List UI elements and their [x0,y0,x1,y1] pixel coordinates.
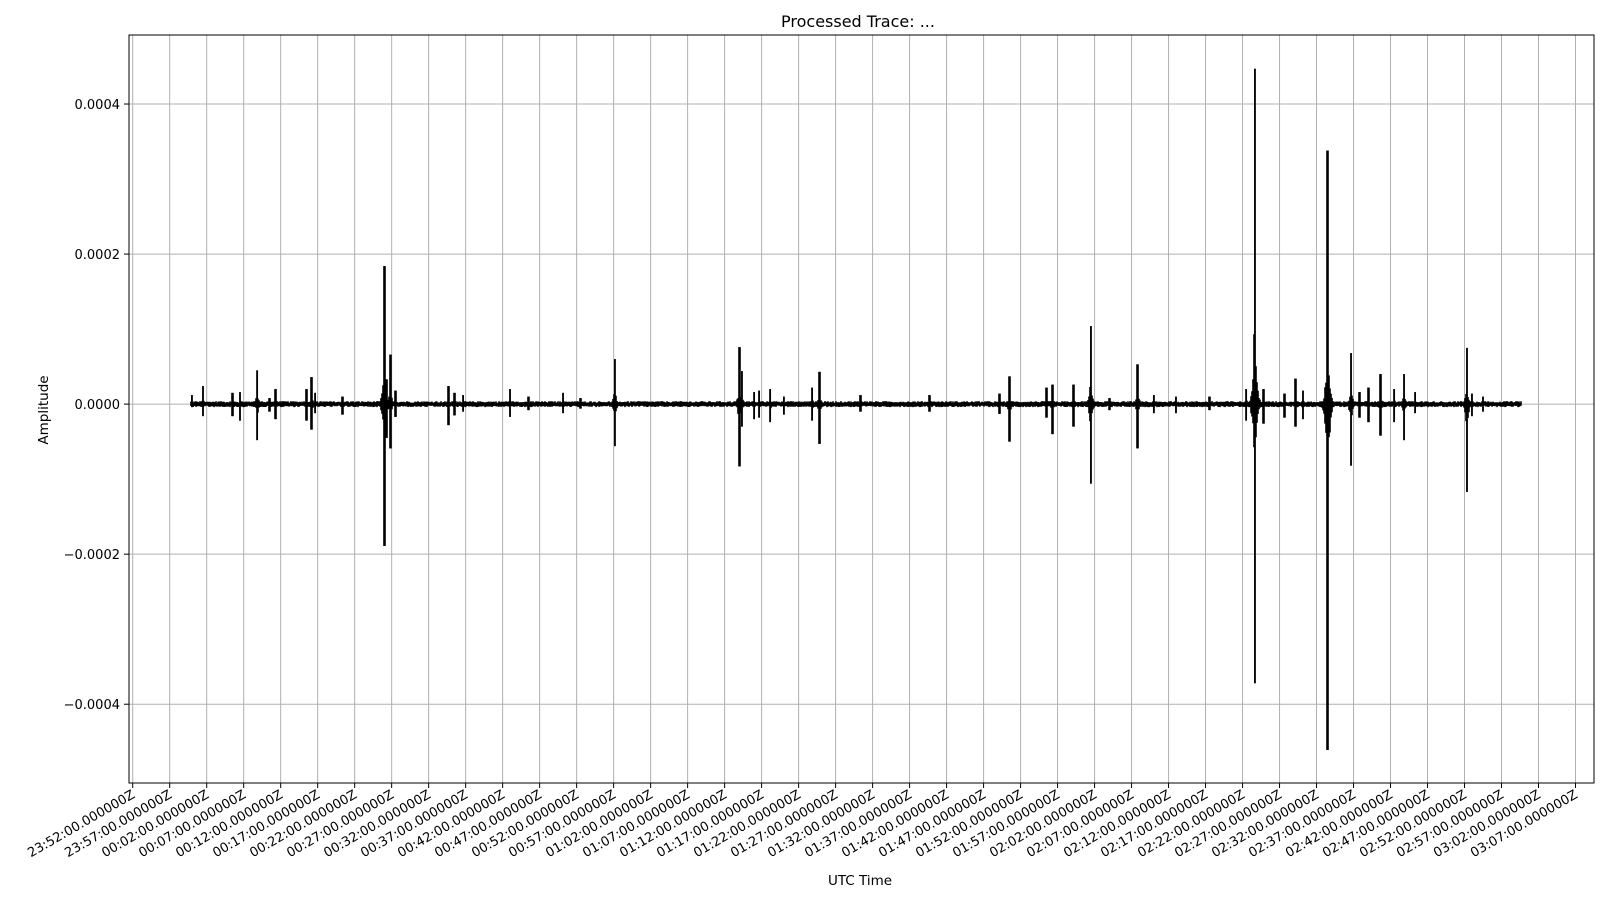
plot-frame [128,34,1595,784]
y-axis-ticks: 0.0004 0.0002 0.0000 −0.0002 −0.0004 [64,98,129,713]
x-axis-ticks: 23:52:00.000000Z23:57:00.000000Z00:02:00… [25,783,1581,861]
y-tick-label: 0.0004 [75,98,121,113]
trace-series [190,68,1522,750]
grid-lines [129,35,1594,783]
chart-title: Processed Trace: ... [781,12,935,31]
x-axis-label: UTC Time [828,873,892,889]
y-tick-label: −0.0002 [64,548,120,563]
y-tick-label: −0.0004 [64,698,120,713]
y-tick-label: 0.0002 [75,248,121,263]
y-axis-label: Amplitude [36,375,52,444]
y-tick-label: 0.0000 [75,398,121,413]
